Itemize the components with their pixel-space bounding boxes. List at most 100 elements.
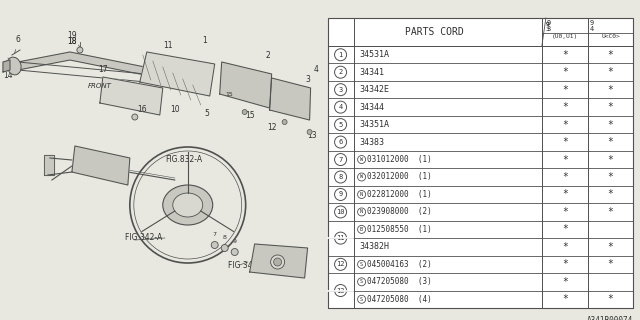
Text: *: *	[607, 172, 613, 182]
Text: 15: 15	[226, 92, 234, 97]
Text: FIG 343-A: FIG 343-A	[228, 261, 265, 270]
Text: 4: 4	[339, 104, 342, 110]
Text: (U0,U1): (U0,U1)	[552, 34, 578, 39]
Circle shape	[307, 130, 312, 134]
Text: 9: 9	[339, 191, 342, 197]
Text: A341B00074: A341B00074	[587, 316, 633, 320]
Text: 13: 13	[307, 131, 316, 140]
Text: *: *	[607, 155, 613, 164]
Text: *: *	[562, 294, 568, 304]
Text: *: *	[607, 50, 613, 60]
Text: B: B	[360, 227, 363, 232]
Text: 6: 6	[339, 139, 342, 145]
Text: W: W	[360, 174, 363, 180]
Ellipse shape	[173, 193, 203, 217]
Text: PARTS CORD: PARTS CORD	[405, 27, 464, 37]
Text: 3: 3	[339, 87, 342, 93]
Text: *: *	[562, 155, 568, 164]
Text: 031012000  (1): 031012000 (1)	[367, 155, 431, 164]
Text: *: *	[607, 102, 613, 112]
Text: 9: 9	[590, 20, 594, 26]
Text: *: *	[562, 102, 568, 112]
Text: 12: 12	[337, 261, 345, 267]
Text: 34531A: 34531A	[360, 50, 390, 59]
Text: N: N	[360, 209, 363, 214]
Circle shape	[221, 244, 228, 252]
Text: 1: 1	[202, 36, 207, 45]
Text: 13: 13	[337, 288, 345, 293]
Text: W: W	[360, 157, 363, 162]
Text: 023908000  (2): 023908000 (2)	[367, 207, 431, 216]
Circle shape	[242, 109, 247, 115]
Text: FIG.832-A: FIG.832-A	[164, 155, 202, 164]
Text: 18: 18	[67, 37, 77, 46]
Text: FRONT: FRONT	[88, 83, 112, 89]
Polygon shape	[250, 244, 308, 278]
Text: 15: 15	[245, 111, 255, 120]
Polygon shape	[72, 146, 130, 185]
Polygon shape	[100, 77, 163, 115]
Text: FIG 342-A: FIG 342-A	[125, 233, 162, 242]
Text: 34341: 34341	[360, 68, 385, 77]
Text: 18: 18	[67, 37, 77, 46]
Text: *: *	[562, 189, 568, 199]
Circle shape	[211, 242, 218, 249]
Text: 34383: 34383	[360, 138, 385, 147]
Text: *: *	[562, 85, 568, 95]
Text: 11: 11	[163, 41, 173, 50]
Text: 11: 11	[337, 235, 345, 241]
Text: 34382H: 34382H	[360, 242, 390, 252]
Text: 022812000  (1): 022812000 (1)	[367, 190, 431, 199]
Polygon shape	[220, 62, 271, 108]
Text: 5: 5	[339, 122, 342, 128]
Text: 032012000  (1): 032012000 (1)	[367, 172, 431, 181]
Circle shape	[77, 47, 83, 53]
Text: 4: 4	[590, 26, 594, 32]
Text: *: *	[562, 137, 568, 147]
Text: *: *	[562, 224, 568, 234]
Text: 14: 14	[3, 71, 13, 80]
Polygon shape	[18, 52, 210, 88]
Text: 9: 9	[546, 22, 550, 27]
Text: *: *	[607, 294, 613, 304]
Text: *: *	[562, 207, 568, 217]
Text: 3: 3	[305, 75, 310, 84]
Text: *: *	[607, 137, 613, 147]
Text: 7: 7	[212, 232, 217, 237]
Text: 012508550  (1): 012508550 (1)	[367, 225, 431, 234]
Text: 9: 9	[546, 22, 550, 27]
Text: *: *	[562, 50, 568, 60]
Text: 34342E: 34342E	[360, 85, 390, 94]
Circle shape	[274, 258, 282, 266]
Text: *: *	[607, 120, 613, 130]
Text: 047205080  (4): 047205080 (4)	[367, 295, 431, 304]
Text: 17: 17	[98, 65, 108, 74]
Text: 8: 8	[223, 235, 227, 240]
Text: 12: 12	[267, 123, 276, 132]
Text: 9: 9	[547, 20, 551, 26]
Text: *: *	[562, 120, 568, 130]
Text: 34351A: 34351A	[360, 120, 390, 129]
Text: 16: 16	[137, 105, 147, 114]
Text: 3: 3	[547, 26, 551, 32]
Text: 5: 5	[204, 109, 209, 118]
Text: *: *	[607, 189, 613, 199]
Ellipse shape	[7, 57, 21, 75]
Text: 3: 3	[546, 27, 550, 32]
Text: S: S	[360, 262, 363, 267]
Text: *: *	[562, 242, 568, 252]
Text: S: S	[360, 297, 363, 302]
Text: 10: 10	[337, 209, 345, 215]
Text: *: *	[562, 277, 568, 287]
Text: S: S	[360, 279, 363, 284]
Text: *: *	[607, 242, 613, 252]
Text: *: *	[607, 67, 613, 77]
Text: U<C0>: U<C0>	[601, 34, 620, 39]
Text: *: *	[607, 259, 613, 269]
Circle shape	[271, 255, 285, 269]
Text: *: *	[607, 85, 613, 95]
Polygon shape	[44, 155, 54, 175]
Text: *: *	[562, 259, 568, 269]
Polygon shape	[140, 52, 214, 96]
Text: 8: 8	[339, 174, 342, 180]
